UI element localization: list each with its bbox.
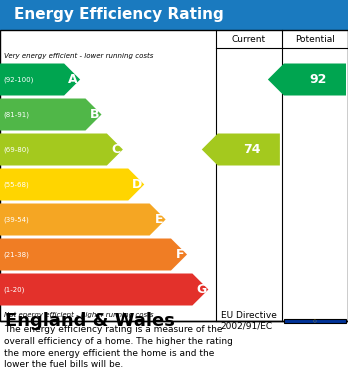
Polygon shape [314,322,315,323]
Text: A: A [68,73,78,86]
Polygon shape [0,169,144,201]
Text: C: C [111,143,120,156]
Bar [0,0,348,30]
Text: (81-91): (81-91) [3,111,29,118]
Polygon shape [315,319,316,320]
Text: B: B [90,108,99,121]
Text: England & Wales: England & Wales [5,312,175,330]
Polygon shape [0,273,208,305]
Text: D: D [132,178,142,191]
Text: Very energy efficient - lower running costs: Very energy efficient - lower running co… [4,53,153,59]
Text: Not energy efficient - higher running costs: Not energy efficient - higher running co… [4,312,153,318]
Bar [0,30,348,321]
Text: EU Directive
2002/91/EC: EU Directive 2002/91/EC [221,311,277,331]
Text: (21-38): (21-38) [3,251,29,258]
Polygon shape [315,322,316,323]
Text: Energy Efficiency Rating: Energy Efficiency Rating [14,7,224,23]
Text: Current: Current [232,34,266,43]
Polygon shape [0,99,102,131]
Text: (69-80): (69-80) [3,146,29,153]
Text: (92-100): (92-100) [3,76,33,83]
Polygon shape [202,133,280,165]
Text: Potential: Potential [295,34,335,43]
Text: (1-20): (1-20) [3,286,24,293]
Text: (39-54): (39-54) [3,216,29,223]
Text: (55-68): (55-68) [3,181,29,188]
Text: 74: 74 [243,143,261,156]
Text: G: G [196,283,206,296]
Text: F: F [176,248,184,261]
Text: E: E [155,213,163,226]
Polygon shape [268,63,346,95]
Polygon shape [314,319,315,320]
Polygon shape [0,203,166,235]
Polygon shape [0,239,187,271]
Polygon shape [0,63,80,95]
Text: 92: 92 [309,73,327,86]
Bar [284,319,346,323]
Polygon shape [0,133,123,165]
Text: The energy efficiency rating is a measure of the
overall efficiency of a home. T: The energy efficiency rating is a measur… [4,325,233,369]
